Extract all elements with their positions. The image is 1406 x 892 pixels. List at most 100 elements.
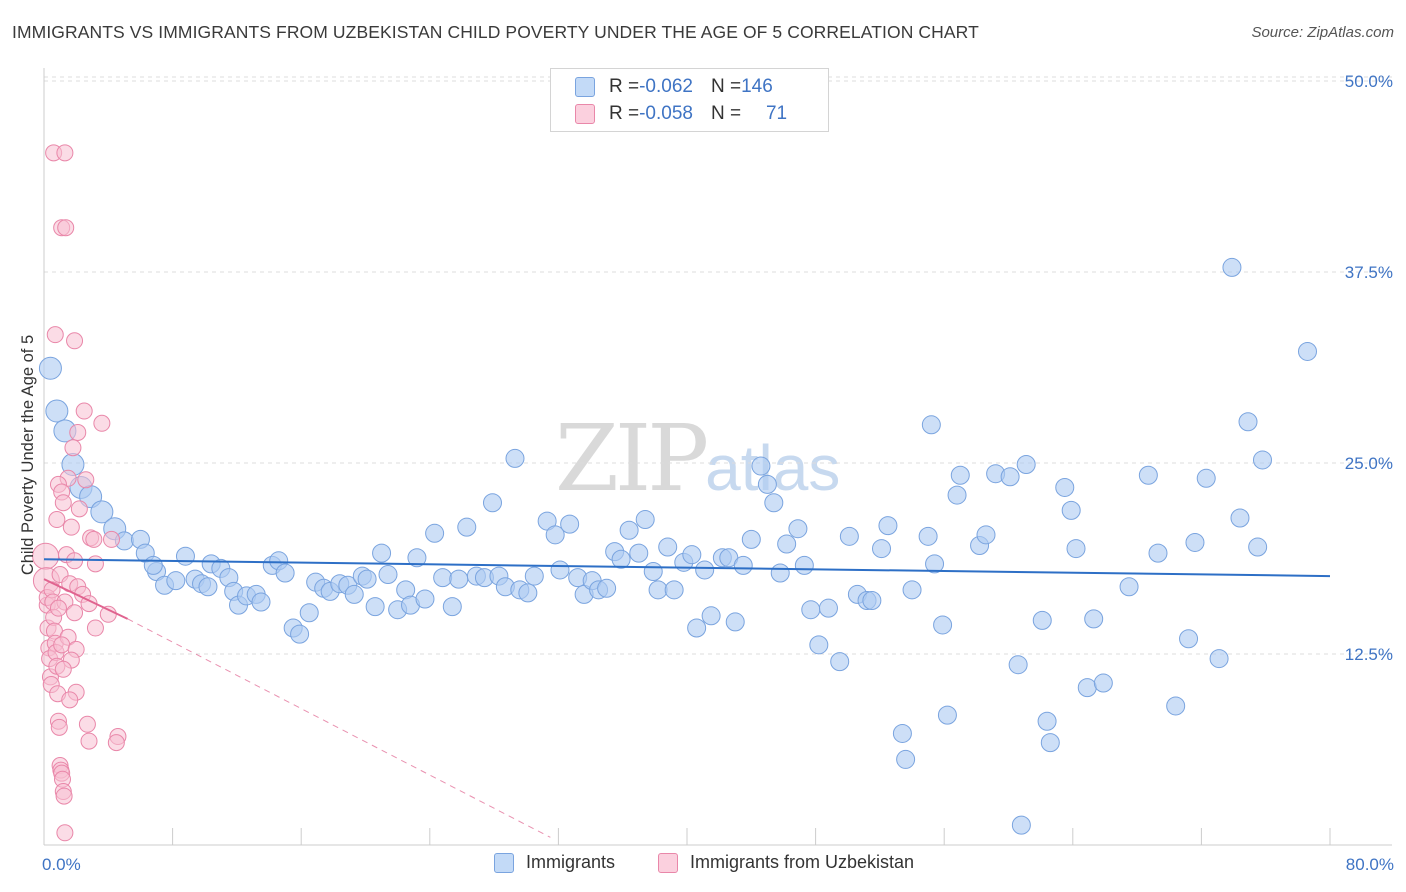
immigrants-point (457, 517, 477, 537)
immigrants-point (372, 543, 392, 563)
immigrants-point (1011, 815, 1031, 835)
uzbekistan-point (61, 691, 79, 709)
immigrants-point (1238, 412, 1258, 432)
immigrants-point (648, 580, 668, 600)
uzbekistan-point (107, 734, 125, 752)
trend-lines (43, 558, 1331, 838)
immigrants-point (830, 652, 850, 672)
immigrants-point (1055, 477, 1075, 497)
immigrants-point (788, 519, 808, 539)
immigrants-point (695, 560, 715, 580)
immigrants-point (143, 555, 163, 575)
uzbekistan-point (54, 494, 72, 512)
immigrants-point (1166, 696, 1186, 716)
uzbekistan-point (48, 511, 66, 529)
uzbekistan-point (54, 660, 72, 678)
correlation-legend: R = -0.062 N = 146 R = -0.058 N = 71 (550, 68, 829, 132)
uzbekistan-point (56, 824, 74, 842)
immigrants-point (415, 589, 435, 609)
immigrants-point (741, 529, 761, 549)
immigrants-point (545, 525, 565, 545)
immigrants-point (892, 723, 912, 743)
uzbekistan-trend-line (43, 578, 129, 620)
uzbekistan-point (66, 332, 84, 350)
immigrants-point (198, 577, 218, 597)
immigrants-point (682, 545, 702, 565)
immigrants-point (757, 474, 777, 494)
immigrants-point (629, 543, 649, 563)
uzbekistan-point (80, 732, 98, 750)
immigrants-point (38, 356, 62, 380)
uzbekistan-point (103, 530, 121, 548)
immigrants-point (725, 612, 745, 632)
legend-r-value: -0.062 (639, 76, 693, 97)
immigrants-point (896, 749, 916, 769)
legend-swatch-blue (494, 852, 514, 873)
immigrants-point (809, 635, 829, 655)
legend-n-value: 146 (741, 76, 773, 97)
immigrants-point (90, 500, 114, 524)
legend-r-label: R = (609, 76, 640, 97)
immigrants-point (619, 520, 639, 540)
legend-r-value: -0.058 (639, 103, 693, 124)
immigrants-point (597, 578, 617, 598)
uzbekistan-point (64, 439, 82, 457)
immigrants-point (425, 523, 445, 543)
legend-swatch-blue (575, 77, 595, 97)
y-tick-label: 50.0% (1345, 72, 1393, 91)
immigrants-point (701, 606, 721, 626)
uzbekistan-point (66, 604, 84, 622)
legend-item-uzbekistan[interactable]: Immigrants from Uzbekistan (658, 852, 914, 873)
immigrants-point (862, 591, 882, 611)
legend-n-value: 71 (765, 103, 788, 124)
immigrants-point (1040, 733, 1060, 753)
immigrants-point (1093, 673, 1113, 693)
immigrants-point (902, 580, 922, 600)
immigrants-point (175, 546, 195, 566)
immigrants-point (976, 525, 996, 545)
immigrants-point (365, 597, 385, 617)
immigrants-point (1222, 257, 1242, 277)
immigrants-point (878, 516, 898, 536)
immigrants-point (433, 568, 453, 588)
immigrants-point (1066, 539, 1086, 559)
immigrants-point (1185, 532, 1205, 552)
immigrants-point (770, 563, 790, 583)
legend-row-immigrants: R = -0.062 N = 146 (575, 74, 773, 100)
legend-swatch-pink (658, 852, 678, 873)
immigrants-point (357, 569, 377, 589)
source-label: Source: ZipAtlas.com (1251, 24, 1394, 41)
immigrants-point (1209, 649, 1229, 669)
immigrants-point (1148, 543, 1168, 563)
x-tick-label: 80.0% (1346, 855, 1394, 874)
immigrants-point (275, 563, 295, 583)
immigrants-point (166, 571, 186, 591)
immigrants-point (872, 539, 892, 559)
immigrants-point (925, 554, 945, 574)
immigrants-point (1119, 577, 1139, 597)
immigrants-point (921, 415, 941, 435)
y-axis-label: Child Poverty Under the Age of 5 (19, 335, 37, 575)
immigrants-point (1000, 467, 1020, 487)
uzbekistan-point (77, 471, 95, 489)
immigrants-point (449, 569, 469, 589)
axes (43, 68, 1392, 846)
immigrants-point (505, 448, 525, 468)
immigrants-point (658, 537, 678, 557)
immigrants-point (1084, 609, 1104, 629)
immigrants-point (664, 580, 684, 600)
immigrants-point (550, 560, 570, 580)
immigrants-point (1016, 455, 1036, 475)
legend-item-immigrants[interactable]: Immigrants (494, 852, 615, 873)
uzbekistan-point (78, 715, 96, 733)
immigrants-series (38, 257, 1317, 835)
immigrants-point (1138, 465, 1158, 485)
x-tick-label: 0.0% (42, 855, 81, 874)
immigrants-point (687, 618, 707, 638)
uzbekistan-point (86, 555, 104, 573)
immigrants-point (764, 493, 784, 513)
immigrants-point (839, 526, 859, 546)
uzbekistan-series (32, 144, 127, 842)
uzbekistan-point (57, 219, 75, 237)
